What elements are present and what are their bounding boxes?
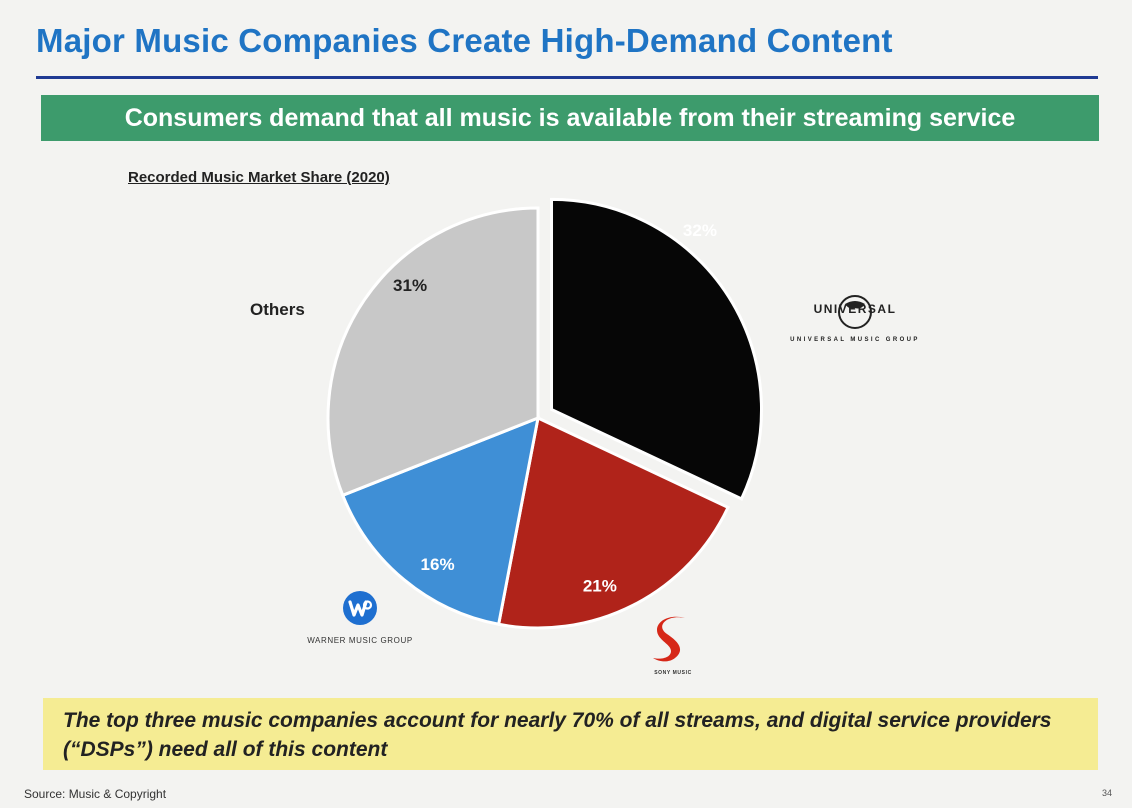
pie-slice-warner-music-group	[340, 415, 540, 627]
chart-title: Recorded Music Market Share (2020)	[128, 169, 390, 186]
globe-icon	[838, 295, 872, 329]
pie-label-sony-music: 21%	[583, 577, 617, 596]
universal-subtitle: UNIVERSAL MUSIC GROUP	[790, 337, 920, 343]
sony-s-icon	[653, 616, 685, 662]
pie-slice-others	[326, 206, 540, 498]
warner-wordmark: WARNER MUSIC GROUP	[307, 636, 413, 645]
pie-label-universal-music-group: 32%	[683, 221, 717, 240]
universal-wordmark: UNIVERSAL	[813, 302, 897, 316]
source-note: Source: Music & Copyright	[24, 787, 167, 801]
key-takeaway-callout: The top three music companies account fo…	[43, 698, 1098, 770]
universal-music-logo: UNIVERSAL UNIVERSAL MUSIC GROUP	[770, 290, 940, 350]
title-divider	[36, 76, 1098, 79]
sony-wordmark: SONY MUSIC	[654, 670, 692, 676]
pie-slice-sony-music	[496, 415, 731, 630]
warner-w-icon	[343, 591, 377, 625]
pie-label-others: 31%	[393, 276, 427, 295]
warner-music-logo: WARNER MUSIC GROUP	[285, 590, 435, 645]
slide-title: Major Music Companies Create High-Demand…	[36, 22, 893, 59]
pie-slice-universal-music-group	[550, 197, 763, 501]
headline-banner: Consumers demand that all music is avail…	[41, 95, 1099, 141]
others-label: Others	[250, 300, 305, 319]
sony-music-logo: SONY MUSIC	[628, 612, 718, 676]
page-number: 34	[1102, 788, 1113, 798]
pie-label-warner-music-group: 16%	[421, 555, 455, 574]
